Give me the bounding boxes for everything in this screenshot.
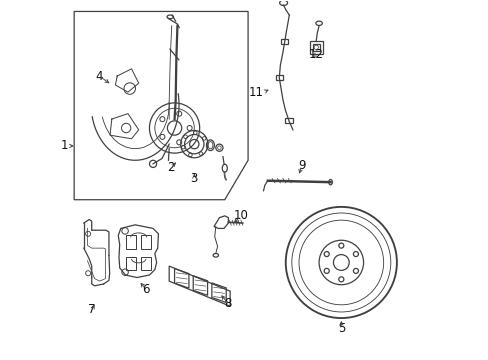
Text: 10: 10 [233, 210, 248, 222]
Text: 2: 2 [167, 161, 174, 174]
Bar [126, 257, 136, 270]
Bar [140, 235, 150, 249]
Bar [285, 118, 292, 123]
Text: 7: 7 [88, 303, 96, 316]
Bar [126, 235, 136, 249]
Text: 5: 5 [337, 321, 345, 334]
Text: 11: 11 [248, 86, 263, 99]
Text: 1: 1 [61, 139, 68, 152]
Text: 6: 6 [142, 283, 149, 296]
Text: 12: 12 [308, 48, 323, 61]
Bar [312, 44, 319, 51]
Bar [309, 41, 322, 54]
Text: 8: 8 [224, 297, 232, 310]
Text: 9: 9 [298, 159, 305, 172]
Text: 4: 4 [95, 69, 103, 82]
Bar [275, 75, 282, 80]
Bar [140, 257, 150, 270]
Text: 3: 3 [190, 172, 198, 185]
Bar [281, 40, 287, 44]
